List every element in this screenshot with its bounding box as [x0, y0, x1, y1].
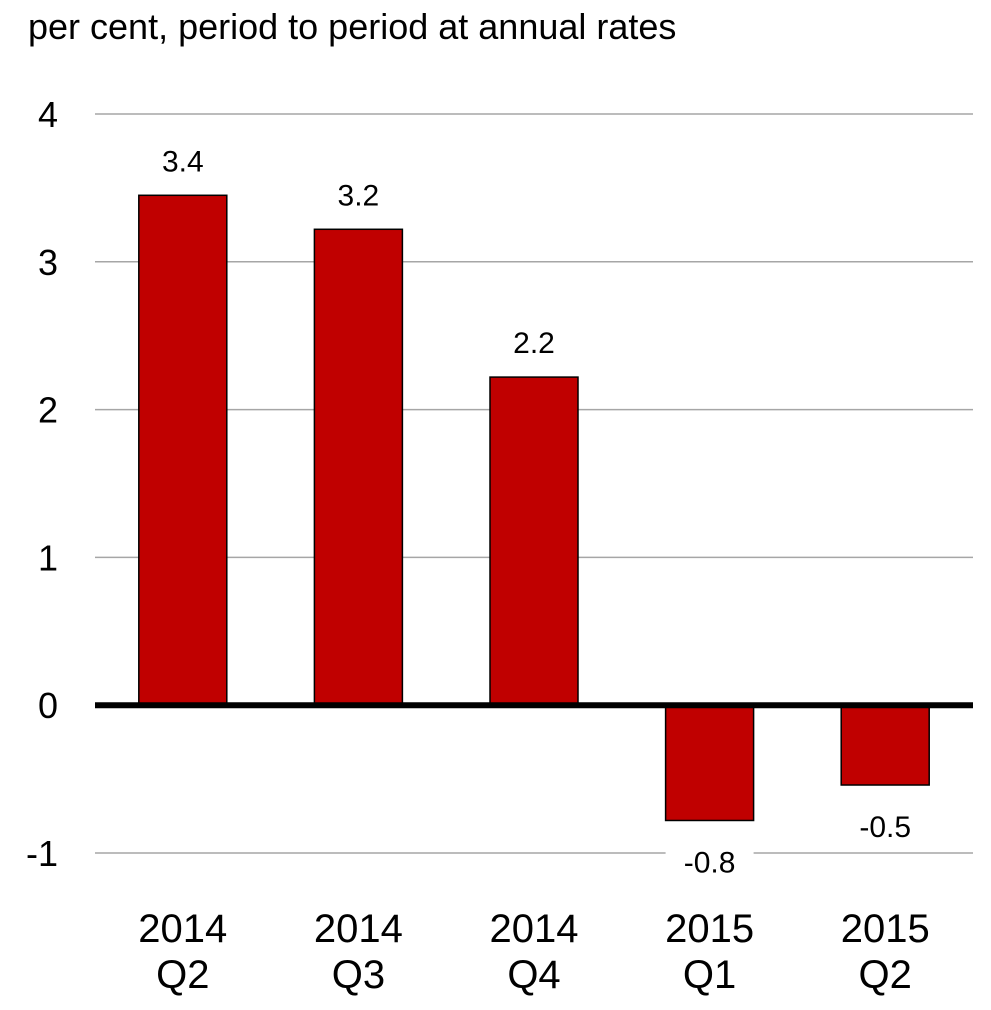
data-label: 3.2 [338, 179, 380, 212]
y-tick-label: 1 [38, 537, 58, 578]
data-label-background [665, 842, 754, 883]
bar [489, 376, 579, 706]
y-tick-label: 4 [38, 94, 58, 135]
data-label-background [841, 807, 930, 848]
x-tick-label-quarter: Q4 [507, 953, 560, 997]
data-label: -0.8 [684, 846, 736, 879]
data-label: 3.4 [162, 145, 204, 178]
x-tick-label-year: 2014 [490, 907, 579, 951]
x-tick-label-year: 2015 [841, 907, 930, 951]
bar [664, 704, 755, 822]
data-label: 2.2 [513, 327, 555, 360]
x-tick-label-quarter: Q1 [683, 953, 736, 997]
x-tick-label-year: 2015 [665, 907, 754, 951]
y-tick-label: 3 [38, 242, 58, 283]
y-tick-label: 2 [38, 390, 58, 431]
y-tick-label: -1 [26, 833, 58, 874]
x-tick-label-year: 2014 [314, 907, 403, 951]
bar [138, 194, 228, 706]
y-tick-label: 0 [38, 685, 58, 726]
x-tick-label-quarter: Q3 [332, 953, 385, 997]
x-tick-label-year: 2014 [138, 907, 227, 951]
x-tick-label-quarter: Q2 [156, 953, 209, 997]
bar [840, 704, 930, 786]
x-tick-label-quarter: Q2 [859, 953, 912, 997]
bar [313, 228, 404, 706]
data-label: -0.5 [859, 811, 911, 844]
y-axis-unit-label: per cent, period to period at annual rat… [28, 6, 677, 47]
